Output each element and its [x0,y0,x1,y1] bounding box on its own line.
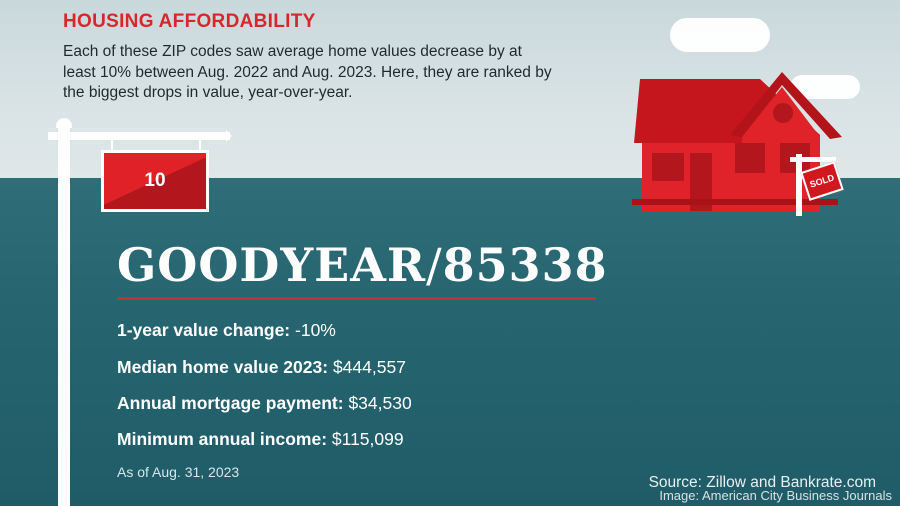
city-name: GOODYEAR [117,238,427,292]
post-arm [48,132,230,140]
as-of-date: As of Aug. 31, 2023 [117,464,240,480]
stat-value: -10% [295,320,336,340]
stat-value: $444,557 [332,357,406,377]
stat-label: 1-year value change: [117,320,291,340]
description: Each of these ZIP codes saw average home… [63,43,552,101]
location-title: GOODYEAR/85338 [117,238,608,292]
sign-hook [111,140,113,152]
sign-hook [199,140,201,152]
post [58,124,70,506]
rank-number: 10 [144,170,166,191]
stat-median-home-value: Median home value 2023: $444,557 [117,357,406,378]
zip-code: 85338 [442,238,608,292]
stat-label: Minimum annual income: [117,429,328,449]
cloud-icon [670,18,770,52]
source-credit: Source: Zillow and Bankrate.com [648,474,876,491]
stat-mortgage-payment: Annual mortgage payment: $34,530 [117,393,412,414]
title-separator: / [426,238,443,292]
title-underline [117,297,596,300]
house-illustration [632,72,842,211]
stat-value-change: 1-year value change: -10% [117,320,336,341]
ground-background [0,178,900,506]
image-credit: Image: American City Business Journals [659,488,892,503]
stat-value: $115,099 [331,429,404,449]
stat-min-income: Minimum annual income: $115,099 [117,429,404,450]
section-kicker: HOUSING AFFORDABILITY [63,11,316,32]
sold-sign-post [796,154,802,216]
arm-tip [226,130,232,142]
stat-label: Median home value 2023: [117,357,329,377]
stat-label: Annual mortgage payment: [117,393,344,413]
sold-sign-arm [790,157,836,162]
rank-sign: 10 [101,150,209,212]
post-cap [56,118,72,128]
stat-value: $34,530 [348,393,412,413]
